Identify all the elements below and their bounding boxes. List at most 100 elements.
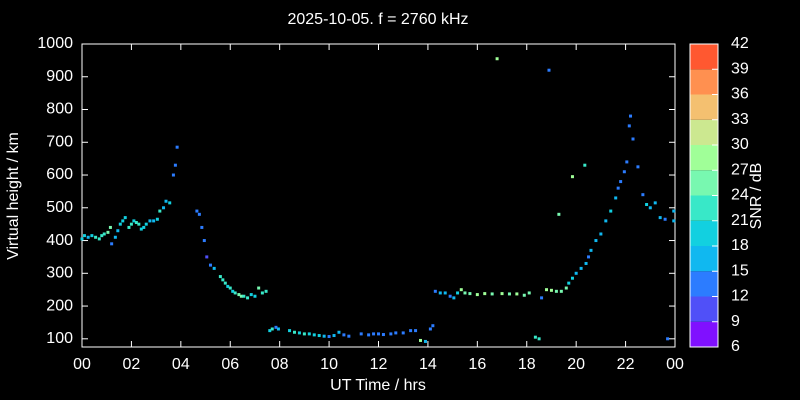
- point: [377, 332, 380, 336]
- x-tick-label: 22: [617, 356, 635, 373]
- point: [495, 57, 499, 61]
- colorbar-cell: [690, 145, 718, 171]
- point: [570, 276, 574, 280]
- point: [302, 332, 306, 336]
- point: [574, 271, 578, 275]
- point: [490, 292, 494, 296]
- colorbar-tick-label: 42: [731, 35, 749, 52]
- colorbar-cell: [690, 44, 718, 70]
- point: [148, 219, 152, 223]
- point: [118, 222, 122, 226]
- point: [554, 289, 558, 293]
- y-tick-label: 300: [46, 265, 73, 282]
- point: [459, 288, 463, 292]
- x-axis-label: UT Time / hrs: [330, 377, 426, 394]
- point: [260, 291, 264, 295]
- point: [641, 193, 645, 197]
- colorbar-tick-label: 15: [731, 262, 749, 279]
- point: [583, 163, 587, 167]
- point: [609, 209, 613, 213]
- y-tick-label: 700: [46, 133, 73, 150]
- colorbar-cell: [690, 94, 718, 120]
- point: [307, 332, 311, 336]
- x-tick-label: 04: [172, 356, 190, 373]
- point: [559, 289, 563, 293]
- point: [274, 325, 278, 329]
- point: [223, 281, 227, 285]
- y-tick-label: 800: [46, 101, 73, 118]
- point: [137, 222, 141, 226]
- point: [123, 216, 127, 220]
- point: [567, 281, 571, 285]
- point: [218, 275, 222, 279]
- x-tick-label: 14: [419, 356, 437, 373]
- point: [389, 332, 393, 336]
- point: [625, 160, 629, 164]
- point: [144, 222, 148, 226]
- point: [212, 266, 216, 270]
- colorbar-label: SNR / dB: [748, 163, 765, 230]
- point: [80, 237, 84, 241]
- point: [587, 255, 591, 259]
- colorbar-cell: [690, 119, 718, 145]
- point: [121, 219, 125, 223]
- point: [268, 329, 272, 333]
- point: [221, 278, 225, 282]
- point: [82, 234, 86, 238]
- colorbar-tick-label: 27: [731, 161, 749, 178]
- y-tick-label: 500: [46, 199, 73, 216]
- colorbar-tick-label: 24: [731, 187, 749, 204]
- point: [171, 173, 175, 177]
- point: [242, 294, 246, 298]
- point: [653, 201, 657, 205]
- point: [431, 324, 435, 328]
- point: [663, 217, 667, 221]
- point: [168, 201, 172, 205]
- colorbar-cell: [690, 170, 718, 196]
- point: [570, 175, 574, 179]
- point: [317, 334, 321, 338]
- colorbar-tick-label: 36: [731, 86, 749, 103]
- point: [127, 225, 131, 229]
- colorbar-tick-label: 6: [731, 338, 740, 355]
- y-tick-label: 600: [46, 166, 73, 183]
- point: [231, 289, 235, 293]
- point: [614, 196, 618, 200]
- point: [90, 234, 94, 238]
- point: [129, 222, 133, 226]
- point: [288, 329, 292, 333]
- point: [645, 203, 649, 207]
- plot-frame: [81, 43, 676, 348]
- point: [327, 335, 331, 339]
- point: [116, 229, 120, 233]
- point: [158, 209, 162, 213]
- colorbar-cell: [690, 220, 718, 246]
- point: [106, 230, 110, 234]
- colorbar-cell: [690, 195, 718, 221]
- point: [276, 327, 280, 331]
- point: [113, 235, 117, 239]
- y-tick-label: 400: [46, 232, 73, 249]
- point: [208, 263, 212, 267]
- point: [619, 180, 623, 184]
- point: [139, 227, 143, 231]
- x-tick-label: 20: [567, 356, 585, 373]
- point: [515, 292, 519, 296]
- colorbar-cell: [690, 321, 718, 347]
- point: [537, 337, 541, 341]
- y-tick-label: 100: [46, 330, 73, 347]
- point: [347, 334, 351, 338]
- point: [142, 225, 146, 229]
- point: [599, 232, 603, 236]
- x-tick-label: 06: [221, 356, 239, 373]
- colorbar-tick-label: 39: [731, 60, 749, 77]
- point: [452, 296, 456, 300]
- point: [155, 217, 159, 221]
- point: [631, 137, 635, 141]
- point: [175, 145, 179, 149]
- point: [200, 225, 204, 229]
- point: [233, 291, 237, 295]
- colorbar-cell: [690, 271, 718, 297]
- point: [202, 239, 206, 243]
